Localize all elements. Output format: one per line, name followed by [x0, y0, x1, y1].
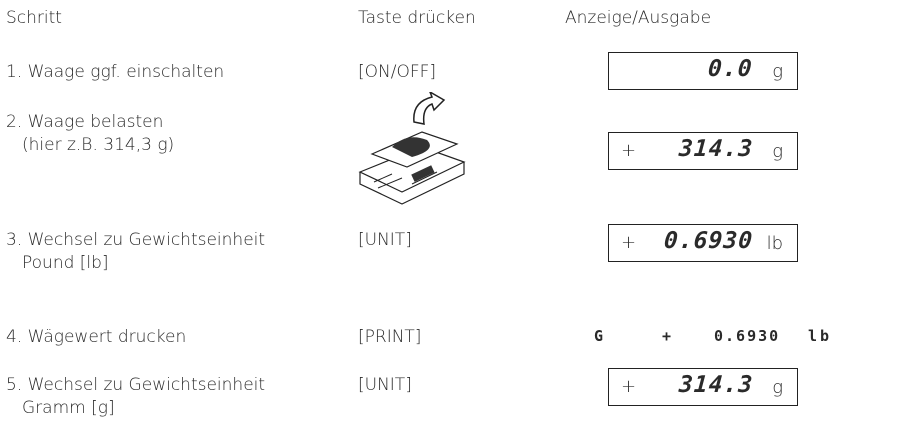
header-key: Taste drücken — [358, 8, 476, 28]
header-display: Anzeige/Ausgabe — [565, 8, 712, 28]
printout-unit: lb — [808, 327, 833, 345]
step-detail: (hier z.B. 314,3 g) — [22, 135, 175, 155]
key: [UNIT] — [358, 230, 412, 250]
display-value: 314.3 — [677, 372, 754, 398]
step: 4. Wägewert drucken — [6, 327, 187, 347]
display-value: 0.6930 — [662, 228, 754, 254]
scale-illustration — [358, 92, 466, 205]
key: [PRINT] — [358, 327, 422, 347]
display-unit: g — [772, 61, 783, 82]
display-unit: lb — [766, 233, 783, 254]
display: + 314.3 g — [608, 368, 798, 406]
display-value: 314.3 — [677, 136, 754, 162]
printout-mode: G — [594, 327, 604, 345]
step: 1. Waage ggf. einschalten — [6, 62, 225, 82]
display-unit: g — [772, 141, 783, 162]
display-unit: g — [772, 377, 783, 398]
step: 5. Wechsel zu Gewichtseinheit — [6, 375, 266, 395]
step-detail: Pound [lb] — [22, 253, 109, 273]
display: + 0.6930 lb — [608, 224, 798, 262]
header-step: Schritt — [6, 8, 62, 28]
printout-value: 0.6930 — [714, 327, 781, 345]
display-sign: + — [621, 376, 637, 397]
display-sign: + — [621, 140, 637, 161]
step-detail: Gramm [g] — [22, 398, 115, 418]
key: [ON/OFF] — [358, 62, 437, 82]
display-sign: + — [621, 232, 637, 253]
display: 0.0 g — [608, 52, 798, 90]
display-value: 0.0 — [707, 56, 754, 82]
step: 2. Waage belasten — [6, 112, 164, 132]
step: 3. Wechsel zu Gewichtseinheit — [6, 230, 266, 250]
key: [UNIT] — [358, 375, 412, 395]
display: + 314.3 g — [608, 132, 798, 170]
printout-sign: + — [662, 327, 672, 345]
